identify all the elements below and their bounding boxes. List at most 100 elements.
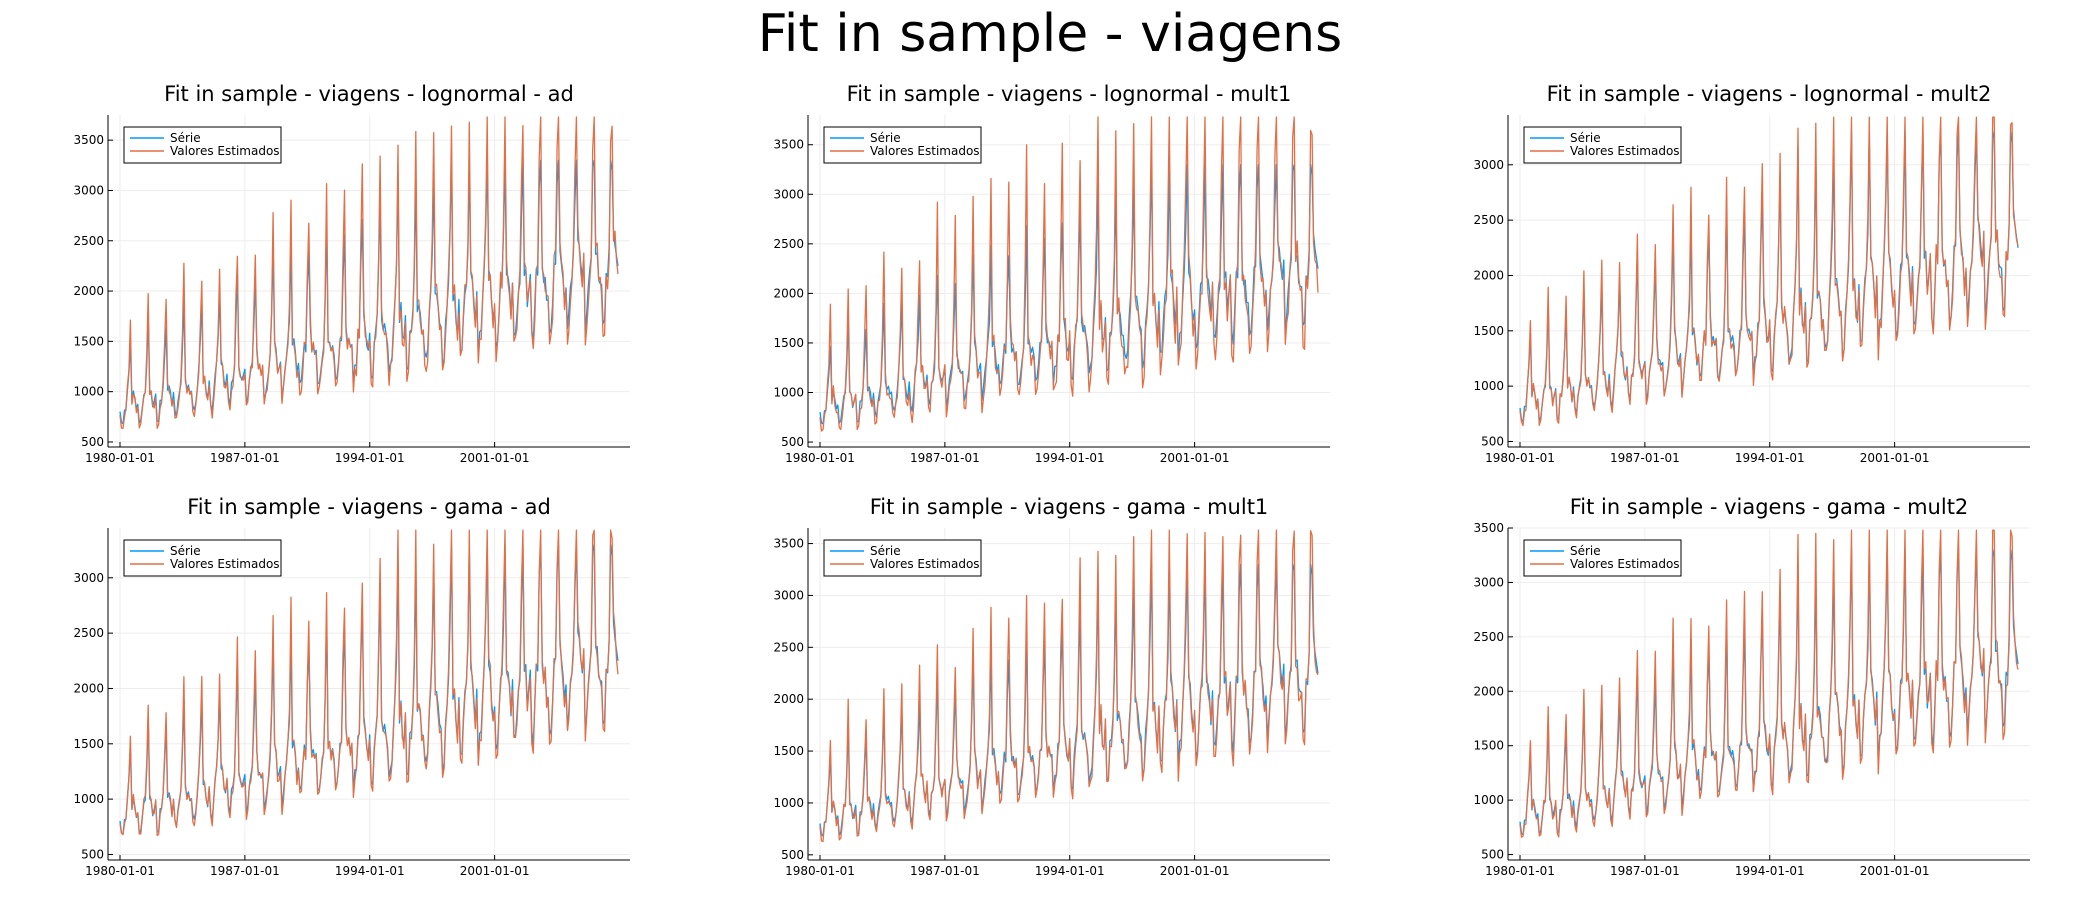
valores-estimados-line: [119, 529, 619, 837]
valores-estimados-line: [1519, 529, 2019, 838]
y-tick-label: 3000: [773, 588, 804, 602]
x-tick-label: 1980-01-01: [785, 864, 855, 878]
x-tick-label: 2001-01-01: [1160, 451, 1230, 465]
y-tick-label: 1500: [773, 744, 804, 758]
x-tick-label: 1994-01-01: [335, 864, 405, 878]
subplot-5: 500 1000 1500 2000 2500 3000 3500 1980-01-01 198…: [773, 495, 1330, 878]
valores-estimados-line: [819, 116, 1319, 432]
y-tick-label: 2000: [1473, 684, 1504, 698]
legend-box: [1523, 539, 1682, 577]
subplot-2: 500 1000 1500 2000 2500 3000 3500 1980-01-01 198…: [773, 82, 1330, 465]
legend-label: Valores Estimados: [870, 144, 980, 158]
y-tick-label: 1500: [1473, 324, 1504, 338]
y-tick-label: 1500: [773, 336, 804, 350]
y-tick-label: 1000: [1473, 793, 1504, 807]
x-tick-label: 2001-01-01: [460, 451, 530, 465]
x-tick-label: 1994-01-01: [1735, 864, 1805, 878]
y-tick-label: 2500: [773, 237, 804, 251]
y-tick-label: 2000: [1473, 268, 1504, 282]
x-tick-label: 2001-01-01: [1860, 451, 1930, 465]
x-tick-label: 1980-01-01: [85, 451, 155, 465]
legend-box: [123, 539, 282, 577]
subplot-title: Fit in sample - viagens - lognormal - ad: [164, 82, 574, 106]
y-tick-label: 2000: [73, 284, 104, 298]
figure-title: Fit in sample - viagens: [757, 4, 1343, 64]
subplot-title: Fit in sample - viagens - gama - mult1: [870, 495, 1269, 519]
y-tick-label: 3000: [773, 187, 804, 201]
y-tick-label: 2500: [73, 626, 104, 640]
x-tick-label: 1987-01-01: [210, 864, 280, 878]
y-tick-label: 500: [81, 435, 104, 449]
legend-box: [823, 126, 982, 164]
y-tick-label: 3500: [1473, 521, 1504, 535]
y-tick-label: 3500: [73, 133, 104, 147]
legend-label: Valores Estimados: [170, 557, 280, 571]
serie-line: [1519, 130, 2019, 422]
x-tick-label: 2001-01-01: [1160, 864, 1230, 878]
y-tick-label: 2000: [73, 681, 104, 695]
subplot-title: Fit in sample - viagens - lognormal - mu…: [1547, 82, 1992, 106]
subplot-title: Fit in sample - viagens - gama - ad: [187, 495, 551, 519]
subplot-title: Fit in sample - viagens - gama - mult2: [1570, 495, 1969, 519]
legend-label: Série: [170, 131, 201, 145]
y-tick-label: 500: [781, 848, 804, 862]
serie-line: [1519, 549, 2019, 836]
legend-box: [823, 539, 982, 577]
valores-estimados-line: [819, 529, 1319, 843]
legend-label: Série: [1570, 131, 1601, 145]
subplot-4: 500 1000 1500 2000 2500 3000 1980-01-01 1987-01…: [73, 495, 630, 878]
valores-estimados-line: [1519, 116, 2019, 427]
legend-label: Valores Estimados: [870, 557, 980, 571]
y-tick-label: 500: [781, 435, 804, 449]
y-tick-label: 500: [1481, 434, 1504, 448]
x-tick-label: 1987-01-01: [1610, 864, 1680, 878]
legend-label: Valores Estimados: [170, 144, 280, 158]
legend-label: Valores Estimados: [1570, 144, 1680, 158]
serie-line: [819, 163, 1319, 425]
y-tick-label: 2500: [73, 234, 104, 248]
y-tick-label: 1500: [73, 737, 104, 751]
y-tick-label: 1500: [1473, 739, 1504, 753]
x-tick-label: 2001-01-01: [1860, 864, 1930, 878]
y-tick-label: 1000: [73, 385, 104, 399]
y-tick-label: 2500: [773, 640, 804, 654]
serie-line: [819, 563, 1319, 837]
y-tick-label: 2500: [1473, 630, 1504, 644]
valores-estimados-line: [119, 116, 619, 429]
legend-box: [123, 126, 282, 164]
x-tick-label: 1994-01-01: [1035, 451, 1105, 465]
x-tick-label: 1987-01-01: [210, 451, 280, 465]
x-tick-label: 1987-01-01: [1610, 451, 1680, 465]
y-tick-label: 3000: [73, 571, 104, 585]
legend-label: Série: [870, 544, 901, 558]
x-tick-label: 1987-01-01: [910, 864, 980, 878]
x-tick-label: 2001-01-01: [460, 864, 530, 878]
serie-line: [119, 159, 619, 425]
subplot-1: 500 1000 1500 2000 2500 3000 3500 1980-01-01 198…: [73, 82, 630, 465]
subplot-6: 500 1000 1500 2000 2500 3000 3500 1980-01-01 198…: [1473, 495, 2030, 878]
x-tick-label: 1980-01-01: [1485, 864, 1555, 878]
y-tick-label: 3000: [1473, 158, 1504, 172]
y-tick-label: 3500: [773, 138, 804, 152]
y-tick-label: 500: [1481, 848, 1504, 862]
x-tick-label: 1980-01-01: [1485, 451, 1555, 465]
y-tick-label: 2000: [773, 692, 804, 706]
legend-label: Série: [1570, 544, 1601, 558]
y-tick-label: 1500: [73, 334, 104, 348]
serie-line: [119, 543, 619, 835]
legend-label: Valores Estimados: [1570, 557, 1680, 571]
subplot-title: Fit in sample - viagens - lognormal - mu…: [847, 82, 1292, 106]
subplot-3: 500 1000 1500 2000 2500 3000 1980-01-01 1987-01…: [1473, 82, 2030, 465]
y-tick-label: 2500: [1473, 213, 1504, 227]
x-tick-label: 1980-01-01: [785, 451, 855, 465]
y-tick-label: 1000: [773, 796, 804, 810]
y-tick-label: 3500: [773, 537, 804, 551]
y-tick-label: 3000: [73, 183, 104, 197]
legend-label: Série: [870, 131, 901, 145]
